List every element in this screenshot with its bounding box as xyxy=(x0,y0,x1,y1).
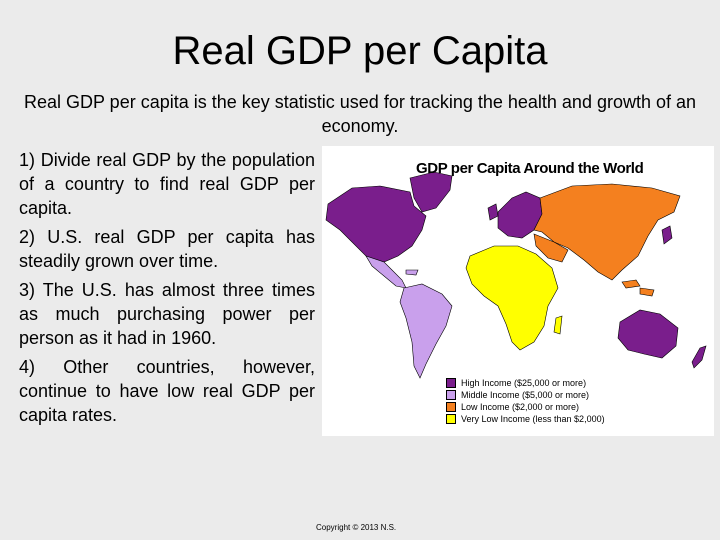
point-item: 1) Divide real GDP by the population of … xyxy=(19,150,315,218)
caribbean-region xyxy=(405,269,419,276)
point-item: 3) The U.S. has almost three times as mu… xyxy=(19,280,315,348)
south-america-region xyxy=(399,283,453,379)
southeast-asia-islands-region xyxy=(621,279,655,297)
greenland-region xyxy=(409,171,453,213)
point-item: 2) U.S. real GDP per capita has steadily… xyxy=(19,227,315,271)
legend-swatch-low-income xyxy=(446,402,456,412)
legend-swatch-very-low-income xyxy=(446,414,456,424)
new-zealand-region xyxy=(691,345,707,369)
points-list: 1) Divide real GDP by the population of … xyxy=(19,148,315,432)
legend-label-very-low-income: Very Low Income (less than $2,000) xyxy=(461,414,605,424)
north-america-region xyxy=(325,185,427,263)
legend-label-high-income: High Income ($25,000 or more) xyxy=(461,378,587,388)
legend-item-low-income: Low Income ($2,000 or more) xyxy=(446,401,605,413)
copyright-text: Copyright © 2013 N.S. xyxy=(316,523,397,532)
madagascar-region xyxy=(553,315,563,335)
africa-region xyxy=(465,245,559,351)
legend-label-low-income: Low Income ($2,000 or more) xyxy=(461,402,580,412)
legend-item-middle-income: Middle Income ($5,000 or more) xyxy=(446,389,605,401)
legend-label-middle-income: Middle Income ($5,000 or more) xyxy=(461,390,590,400)
world-map xyxy=(325,171,707,379)
middle-east-region xyxy=(533,233,569,263)
legend-item-high-income: High Income ($25,000 or more) xyxy=(446,377,605,389)
europe-region xyxy=(497,191,543,239)
asia-region xyxy=(533,183,681,281)
map-title: GDP per Capita Around the World xyxy=(416,160,644,177)
legend-item-very-low-income: Very Low Income (less than $2,000) xyxy=(446,413,605,425)
point-item: 4) Other countries, however, continue to… xyxy=(19,357,315,425)
legend-swatch-high-income xyxy=(446,378,456,388)
intro-text: Real GDP per capita is the key statistic… xyxy=(23,92,697,136)
slide-title: Real GDP per Capita xyxy=(172,29,548,73)
world-map-figure: GDP per Capita Around the World High Inc… xyxy=(322,146,714,436)
map-legend: High Income ($25,000 or more) Middle Inc… xyxy=(446,377,605,425)
britain-region xyxy=(487,203,499,221)
australia-region xyxy=(617,309,679,359)
japan-region xyxy=(661,225,673,245)
legend-swatch-middle-income xyxy=(446,390,456,400)
